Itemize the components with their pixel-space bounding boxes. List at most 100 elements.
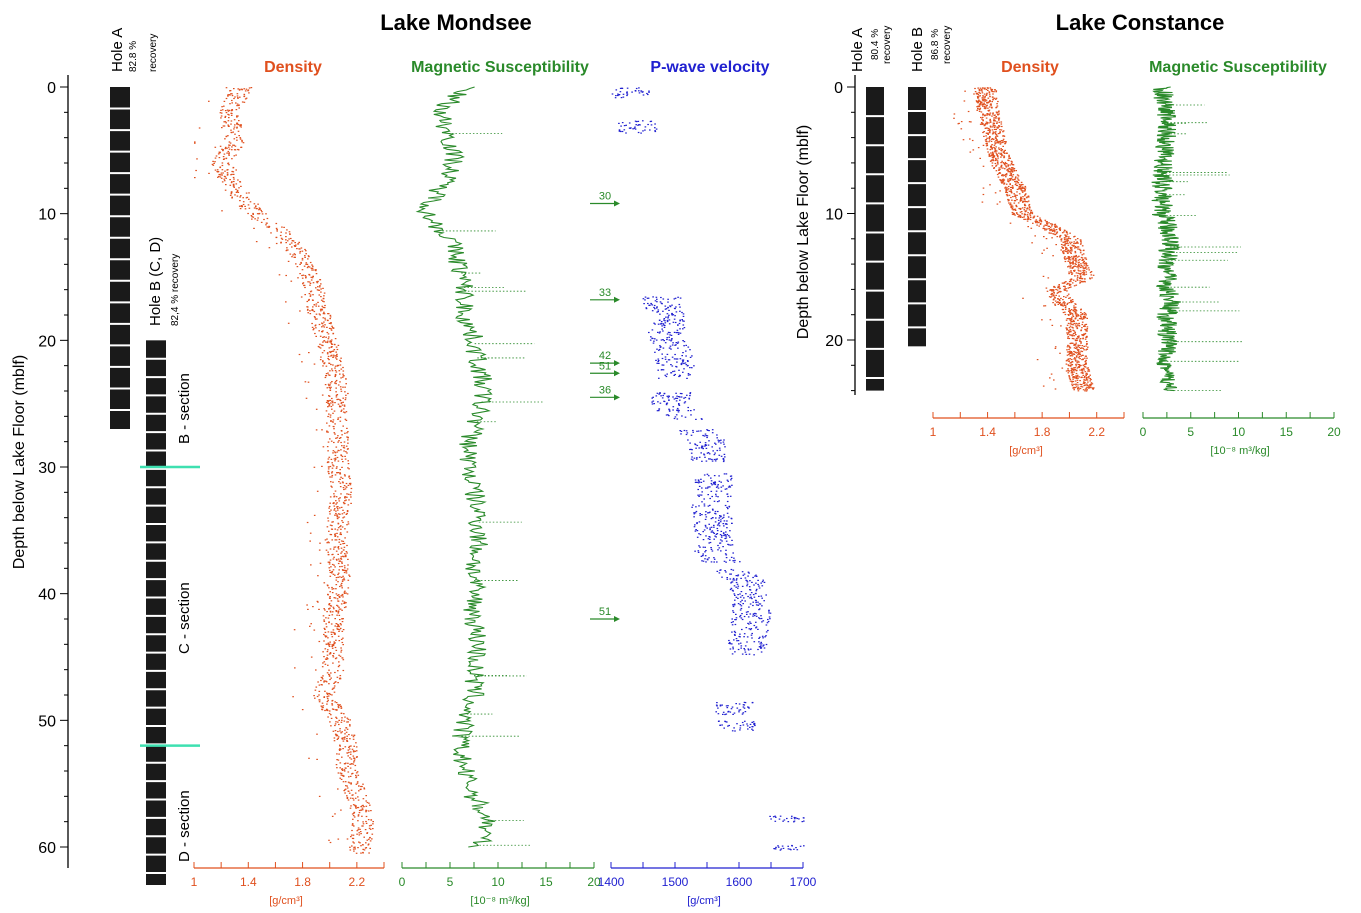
- mondsee-density-point: [223, 125, 226, 127]
- mondsee-density-point: [332, 611, 334, 613]
- mondsee-pwave-point: [656, 301, 658, 303]
- mondsee-pwave-point: [723, 560, 726, 562]
- constance-density-point: [995, 117, 997, 119]
- mondsee-pwave-point: [730, 517, 733, 519]
- mondsee-density-point: [323, 340, 326, 342]
- mondsee-density-point: [334, 528, 336, 530]
- constance-density-point: [977, 108, 979, 110]
- constance-density-point: [1064, 246, 1067, 248]
- constance-density-point: [1061, 246, 1063, 248]
- mondsee-pwave-point: [658, 332, 661, 334]
- mondsee-density-point: [344, 502, 346, 505]
- mondsee-pwave-point: [696, 430, 698, 432]
- mondsee-density-point: [337, 547, 339, 549]
- mondsee-density-point: [238, 89, 241, 91]
- mondsee-density-point: [226, 109, 229, 111]
- constance-density-point: [982, 103, 984, 105]
- mondsee-density-point: [323, 362, 326, 364]
- constance-density-point: [1004, 163, 1006, 165]
- mondsee-pwave-point: [652, 337, 654, 340]
- mondsee-density-point: [333, 410, 336, 412]
- mondsee-pwave-point: [741, 628, 743, 631]
- mondsee-pwave-point: [736, 640, 738, 642]
- constance-density-point: [992, 156, 995, 158]
- mondsee-density-point: [315, 686, 318, 688]
- mondsee-pwave-point: [653, 340, 655, 342]
- constance-density-point: [1003, 155, 1005, 157]
- mondsee-density-point: [300, 262, 302, 264]
- mondsee-density-point: [323, 680, 326, 682]
- constance-density-point: [1081, 313, 1083, 316]
- mondsee-density-point: [330, 528, 333, 530]
- mondsee-density-point: [350, 789, 353, 791]
- constance-density-point: [1074, 367, 1076, 369]
- constance-density-point: [1071, 353, 1073, 355]
- mondsee-density-point: [232, 173, 235, 175]
- mondsee-density-point: [339, 507, 341, 509]
- constance-density-point: [1013, 167, 1016, 170]
- mondsee-density-point: [357, 796, 359, 798]
- mondsee-density-point: [333, 687, 336, 689]
- mondsee-density-point: [348, 482, 351, 485]
- mondsee-density-point: [337, 417, 340, 419]
- constance-density-point: [991, 126, 994, 128]
- mondsee-pwave-point: [739, 616, 741, 618]
- mondsee-density-point: [343, 569, 346, 571]
- constance-density-point: [1080, 311, 1082, 314]
- mondsee-pwave-point: [710, 548, 713, 550]
- mondsee-pwave-point: [686, 365, 689, 367]
- mondsee-pwave-point: [647, 123, 649, 126]
- mondsee-pwave-point: [719, 539, 722, 541]
- mondsee-pwave-point: [757, 601, 759, 603]
- mondsee-density-point: [338, 500, 341, 502]
- constance-density-point: [1085, 378, 1088, 380]
- mondsee-pwave-point: [727, 486, 730, 488]
- constance-density-point: [1012, 187, 1014, 189]
- constance-density-point: [1085, 343, 1088, 345]
- mondsee-density-point: [243, 93, 246, 95]
- mondsee-pwave-point: [626, 91, 628, 93]
- mondsee-density-point: [334, 365, 337, 367]
- mondsee-pwave-point: [737, 585, 740, 587]
- constance-density-point: [1084, 329, 1087, 331]
- constance-density-point: [984, 123, 987, 125]
- mondsee-pwave-point: [662, 330, 664, 332]
- constance-density-point: [1023, 190, 1025, 192]
- constance-density-point: [996, 159, 999, 161]
- constance-density-point: [1073, 256, 1075, 258]
- mondsee-pwave-point: [621, 130, 624, 133]
- constance-density-point: [1081, 350, 1084, 353]
- mondsee-density-point: [334, 433, 336, 435]
- mondsee-density-point: [358, 832, 360, 834]
- mondsee-density-point: [314, 325, 317, 327]
- mondsee-density-point: [312, 265, 314, 267]
- constance-density-point: [1023, 198, 1026, 200]
- mondsee-density-point: [345, 762, 347, 764]
- constance-density-point: [1008, 154, 1010, 156]
- constance-density-point: [986, 101, 989, 104]
- mondsee-density-point: [240, 124, 242, 126]
- constance-density-point: [1077, 259, 1080, 261]
- constance-density-point: [1079, 316, 1082, 318]
- constance-density-point: [1081, 368, 1084, 370]
- constance-density-point: [1019, 200, 1022, 202]
- mondsee-density-point: [338, 569, 340, 571]
- mondsee-density-point: [337, 553, 339, 555]
- mondsee-density-point: [235, 154, 237, 156]
- constance-density-point: [1016, 174, 1019, 176]
- constance-density-point: [1022, 297, 1024, 299]
- mondsee-density-point: [231, 95, 234, 97]
- constance-density-point: [1077, 336, 1079, 338]
- mondsee-density-point: [343, 474, 346, 476]
- constance-density-point: [1007, 164, 1009, 166]
- constance-density-point: [1000, 121, 1003, 123]
- mondsee-pwave-point: [711, 517, 714, 519]
- constance-density-point: [992, 93, 994, 95]
- constance-density-point: [1004, 186, 1007, 188]
- mondsee-pwave-point: [709, 538, 711, 540]
- mondsee-density-point: [338, 538, 341, 541]
- constance-density-point: [1082, 334, 1085, 336]
- mondsee-pwave-point: [739, 601, 742, 603]
